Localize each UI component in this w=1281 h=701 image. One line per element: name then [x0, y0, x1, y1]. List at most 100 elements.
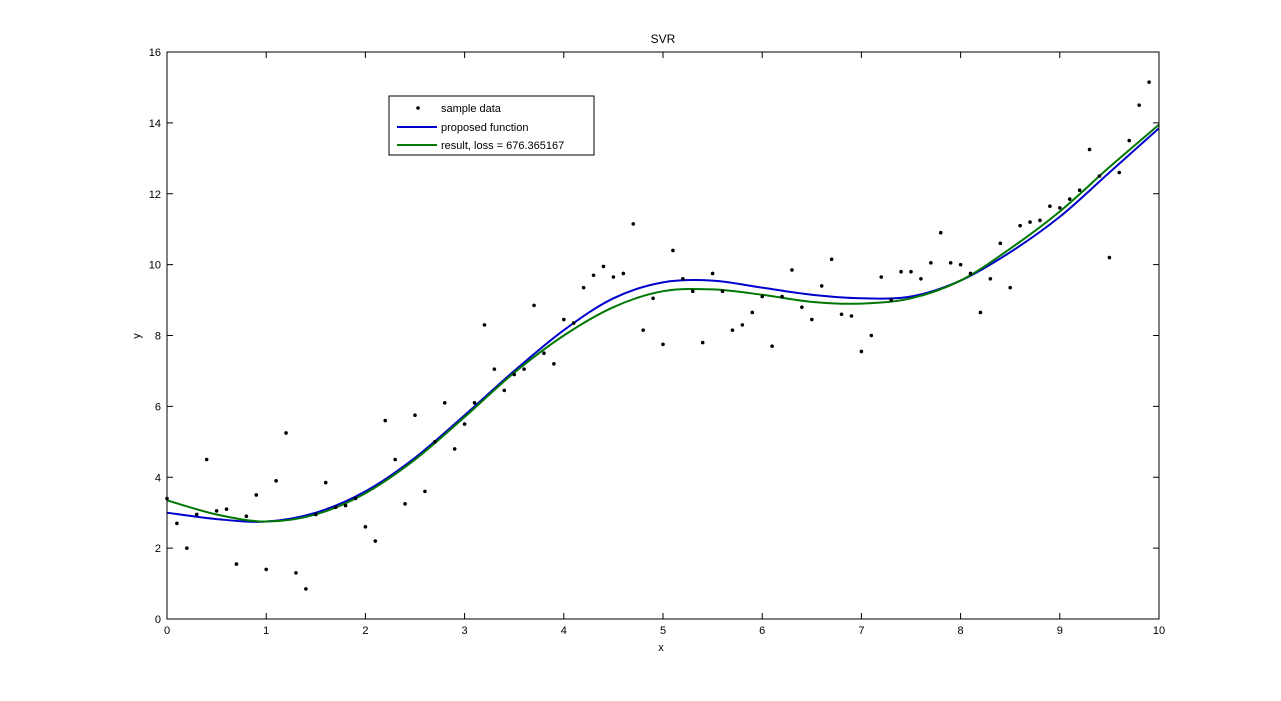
- sample-data-point: [333, 505, 338, 510]
- sample-data-point: [859, 349, 864, 354]
- sample-data-point: [810, 317, 814, 322]
- legend: sample data proposed function result, lo…: [388, 95, 595, 156]
- y-tick-label: 10: [149, 260, 161, 272]
- sample-data-point: [998, 241, 1003, 246]
- sample-data-point: [442, 401, 447, 405]
- sample-data-point: [869, 333, 874, 338]
- sample-data-point: [393, 457, 397, 462]
- sample-data-point: [730, 328, 735, 332]
- sample-data-point: [552, 362, 556, 366]
- sample-data-point: [363, 525, 368, 529]
- sample-data-point: [244, 514, 249, 519]
- sample-data-point: [353, 496, 358, 501]
- x-tick-label: 10: [1153, 625, 1165, 637]
- y-tick-label: 2: [155, 543, 161, 555]
- y-tick-label: 12: [149, 189, 161, 201]
- sample-data-point: [581, 285, 586, 290]
- sample-data-point: [929, 261, 933, 265]
- sample-data-point: [1117, 170, 1122, 175]
- sample-data-point: [1048, 204, 1052, 208]
- sample-data-point: [948, 261, 953, 265]
- sample-data-point: [433, 440, 437, 444]
- plot-area: [167, 52, 1159, 619]
- sample-data-point: [700, 340, 705, 345]
- x-tick-label: 4: [561, 625, 567, 637]
- sample-data-point: [1008, 285, 1012, 290]
- sample-data-point: [641, 328, 645, 332]
- sample-data-point: [879, 275, 884, 279]
- sample-data-point: [681, 277, 685, 281]
- sample-data-point: [482, 323, 487, 327]
- sample-data-point: [601, 264, 606, 269]
- sample-data-point: [958, 262, 963, 267]
- sample-data-point: [304, 587, 308, 591]
- sample-data-point: [760, 294, 764, 299]
- sample-data-point: [423, 489, 427, 494]
- sample-data-point: [413, 413, 417, 418]
- sample-data-point: [175, 521, 179, 526]
- sample-data-point: [452, 447, 457, 451]
- sample-data-point: [492, 367, 497, 371]
- sample-data-point: [988, 277, 993, 281]
- series-layer: [165, 80, 1160, 591]
- y-tick-label: 4: [155, 472, 161, 484]
- sample-data-point: [780, 294, 784, 299]
- sample-data-point: [254, 493, 259, 497]
- sample-data-point: [1087, 147, 1092, 152]
- sample-data-point: [740, 323, 745, 327]
- sample-data-point: [562, 317, 566, 322]
- sample-data-point: [938, 230, 943, 235]
- sample-data-point: [671, 248, 675, 253]
- sample-data-point: [294, 571, 298, 575]
- x-tick-label: 8: [958, 625, 964, 637]
- x-tick-label: 5: [660, 625, 666, 637]
- sample-data-point: [1077, 188, 1082, 193]
- legend-label-proposed-function: proposed function: [441, 122, 528, 134]
- sample-data-point: [214, 509, 219, 513]
- sample-data-point: [661, 342, 665, 347]
- sample-data-point: [1067, 197, 1072, 201]
- sample-data-point: [790, 268, 794, 272]
- x-tick-label: 7: [858, 625, 864, 637]
- sample-data-point: [224, 507, 229, 511]
- legend-marker-sample-data: [416, 106, 420, 110]
- x-tick-label: 3: [462, 625, 468, 637]
- sample-data-point: [800, 305, 804, 309]
- sample-data-point: [919, 277, 923, 281]
- sample-data-point: [690, 289, 695, 294]
- sample-data-point: [839, 312, 844, 317]
- sample-data-point: [611, 275, 616, 279]
- sample-data-point: [204, 457, 209, 462]
- sample-data-point: [1058, 206, 1062, 210]
- sample-data-point: [750, 310, 755, 315]
- sample-data-point: [1097, 174, 1102, 178]
- sample-data-point: [1018, 223, 1022, 228]
- sample-data-point: [770, 344, 774, 348]
- sample-data-point: [968, 271, 973, 276]
- sample-data-point: [532, 303, 536, 308]
- sample-data-point: [274, 478, 278, 483]
- sample-data-point: [571, 321, 576, 325]
- legend-label-result: result, loss = 676.365167: [441, 140, 564, 152]
- sample-data-point: [472, 401, 477, 405]
- sample-data-point: [522, 367, 526, 371]
- sample-data-point: [819, 284, 824, 288]
- sample-data-point: [651, 296, 655, 301]
- legend-label-sample-data: sample data: [441, 103, 502, 115]
- sample-data-point: [978, 310, 983, 315]
- sample-data-point: [314, 512, 318, 517]
- sample-data-point: [889, 298, 893, 302]
- sample-data-point: [1137, 103, 1141, 107]
- sample-data-point: [234, 562, 239, 566]
- sample-data-point: [621, 271, 626, 276]
- sample-data-point: [512, 372, 516, 377]
- x-tick-label: 0: [164, 625, 170, 637]
- sample-data-point: [185, 546, 189, 550]
- x-tick-label: 1: [263, 625, 269, 637]
- sample-data-point: [720, 289, 725, 294]
- sample-data-point: [264, 567, 269, 572]
- y-tick-label: 14: [149, 118, 161, 130]
